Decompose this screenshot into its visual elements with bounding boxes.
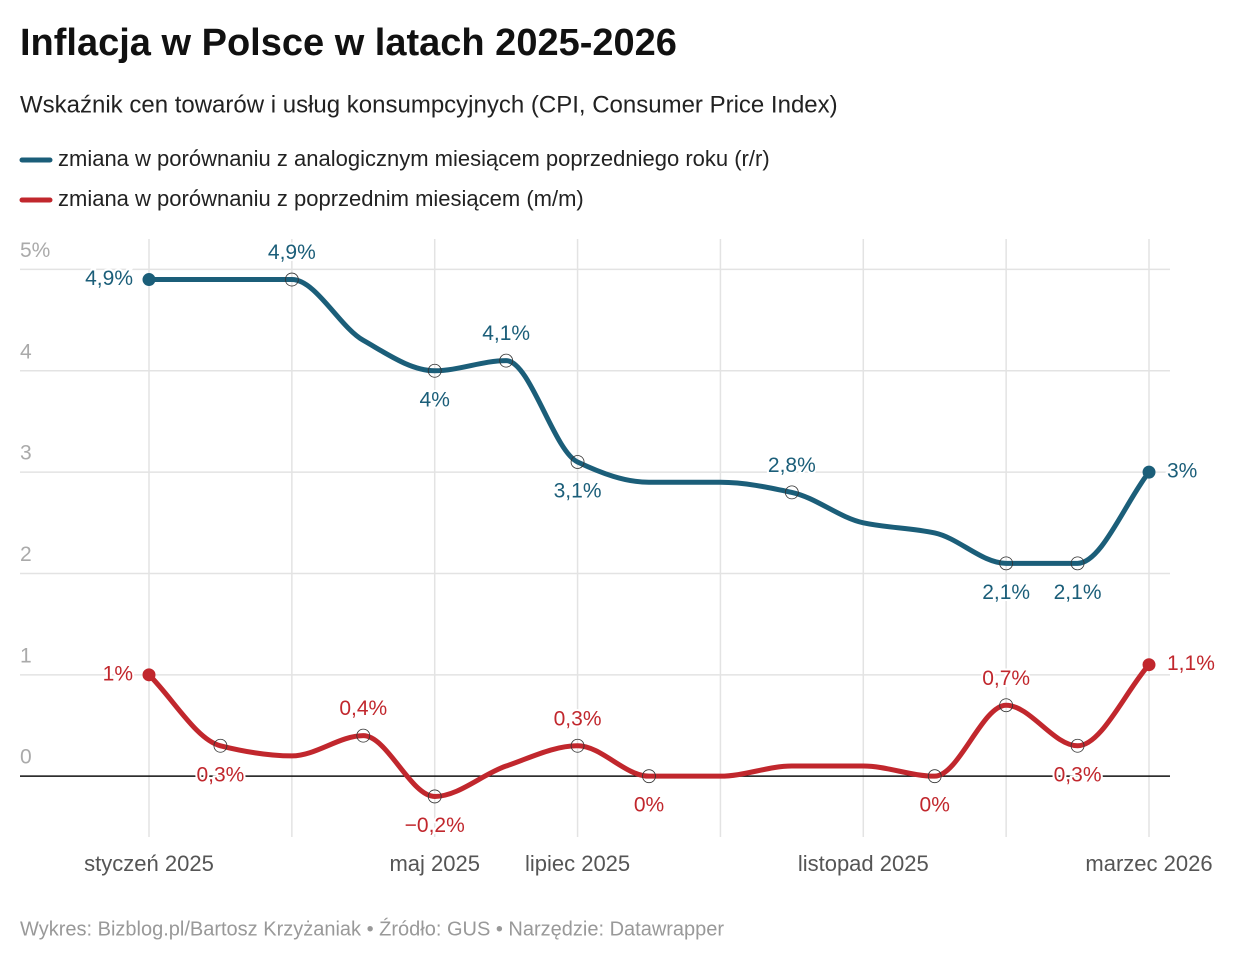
data-label: 0% <box>634 794 664 817</box>
point-marker <box>427 789 442 804</box>
data-label: 0,7% <box>982 667 1030 690</box>
point-marker <box>142 273 156 287</box>
point-marker <box>499 353 514 368</box>
chart-title: Inflacja w Polsce w latach 2025-2026 <box>20 22 677 64</box>
x-tick-label: marzec 2026 <box>1085 851 1212 876</box>
y-tick-label: 2 <box>20 543 32 566</box>
y-tick-label: 5% <box>20 239 50 262</box>
point-marker <box>570 455 585 469</box>
point-marker <box>356 728 371 743</box>
x-tick-label: listopad 2025 <box>798 851 929 876</box>
data-label: 1% <box>103 662 133 685</box>
series-line <box>149 277 1151 566</box>
point-marker <box>784 485 799 500</box>
point-marker <box>142 668 156 682</box>
point-marker <box>284 272 299 287</box>
point-marker <box>570 738 585 753</box>
y-tick-label: 3 <box>20 442 32 465</box>
data-label: 4,9% <box>85 267 133 290</box>
point-marker <box>999 556 1014 571</box>
point-marker <box>1142 465 1156 479</box>
y-tick-label: 4 <box>20 340 32 363</box>
point-marker <box>213 738 228 753</box>
legend-label: zmiana w porównaniu z analogicznym miesi… <box>58 146 770 171</box>
series-line <box>147 663 1151 799</box>
data-label: 0,3% <box>196 763 244 786</box>
point-marker <box>927 769 942 784</box>
data-label: 2,1% <box>982 581 1030 604</box>
x-tick-label: maj 2025 <box>389 851 480 876</box>
x-tick-label: lipiec 2025 <box>525 851 630 876</box>
data-label: 0,4% <box>339 697 387 720</box>
x-tick-label: styczeń 2025 <box>84 851 214 876</box>
data-label: 4,1% <box>482 322 530 345</box>
point-marker <box>1070 738 1085 753</box>
y-tick-label: 0 <box>20 746 32 769</box>
data-label: 4% <box>420 388 450 411</box>
point-marker <box>642 769 656 784</box>
legend-label: zmiana w porównaniu z poprzednim miesiąc… <box>58 186 584 211</box>
data-label: 2,8% <box>768 454 816 477</box>
point-marker <box>427 363 442 378</box>
point-marker <box>1142 658 1156 672</box>
data-label: 0,3% <box>554 707 602 730</box>
point-marker <box>999 698 1014 713</box>
chart-footer: Wykres: Bizblog.pl/Bartosz Krzyżaniak • … <box>20 917 724 940</box>
point-marker <box>1070 556 1085 571</box>
data-label: 1,1% <box>1167 652 1215 675</box>
data-label: 4,9% <box>268 241 316 264</box>
data-label: 0% <box>920 794 950 817</box>
data-label: 3% <box>1167 460 1197 483</box>
chart-subtitle: Wskaźnik cen towarów i usług konsumpcyjn… <box>20 91 838 118</box>
data-label: 0,3% <box>1054 763 1102 786</box>
y-tick-label: 1 <box>20 644 32 667</box>
data-label: 3,1% <box>554 480 602 503</box>
data-label: 2,1% <box>1054 581 1102 604</box>
data-label: −0,2% <box>405 814 465 837</box>
